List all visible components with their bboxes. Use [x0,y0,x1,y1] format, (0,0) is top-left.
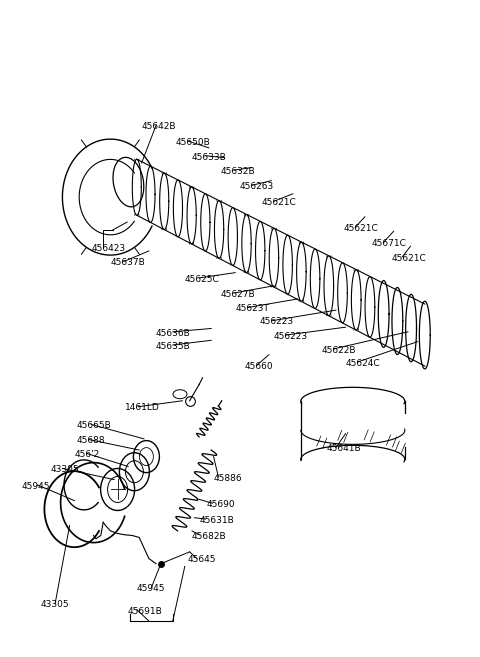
Text: 45624C: 45624C [346,359,380,368]
Text: 45886: 45886 [214,474,242,483]
Text: 43305: 43305 [41,600,70,609]
Text: 45665B: 45665B [77,421,111,430]
Text: 456223: 456223 [259,317,293,327]
Text: 43305: 43305 [50,465,79,474]
Text: 45621C: 45621C [343,224,378,233]
Text: 45621C: 45621C [391,254,426,263]
Text: 45621C: 45621C [262,198,296,207]
Text: 45688: 45688 [77,436,106,445]
Text: 45641B: 45641B [326,444,361,453]
Text: 45645: 45645 [187,555,216,564]
Text: 45642B: 45642B [142,122,176,131]
Text: 45650B: 45650B [175,138,210,147]
Text: 1461LD: 1461LD [125,403,159,413]
Text: 45691B: 45691B [127,606,162,616]
Text: 45945: 45945 [137,583,165,593]
Text: 45660: 45660 [245,362,274,371]
Text: 456423: 456423 [91,244,125,253]
Text: 456263: 456263 [240,182,274,191]
Text: 45627B: 45627B [221,290,255,299]
Text: 45637B: 45637B [110,258,145,267]
Text: 45625C: 45625C [185,275,219,284]
Text: 45622B: 45622B [322,346,356,355]
Text: 45633B: 45633B [192,152,227,162]
Text: 45636B: 45636B [156,328,191,338]
Text: 456'2: 456'2 [74,450,100,459]
Text: 45635B: 45635B [156,342,191,351]
Text: 45945: 45945 [22,482,50,491]
Text: 45631B: 45631B [199,516,234,525]
Text: 45671C: 45671C [372,238,407,248]
Text: 45632B: 45632B [221,167,255,176]
Text: 45623T: 45623T [235,304,269,313]
Text: 45682B: 45682B [192,532,227,541]
Text: 456223: 456223 [274,332,308,341]
Text: 45690: 45690 [206,500,235,509]
